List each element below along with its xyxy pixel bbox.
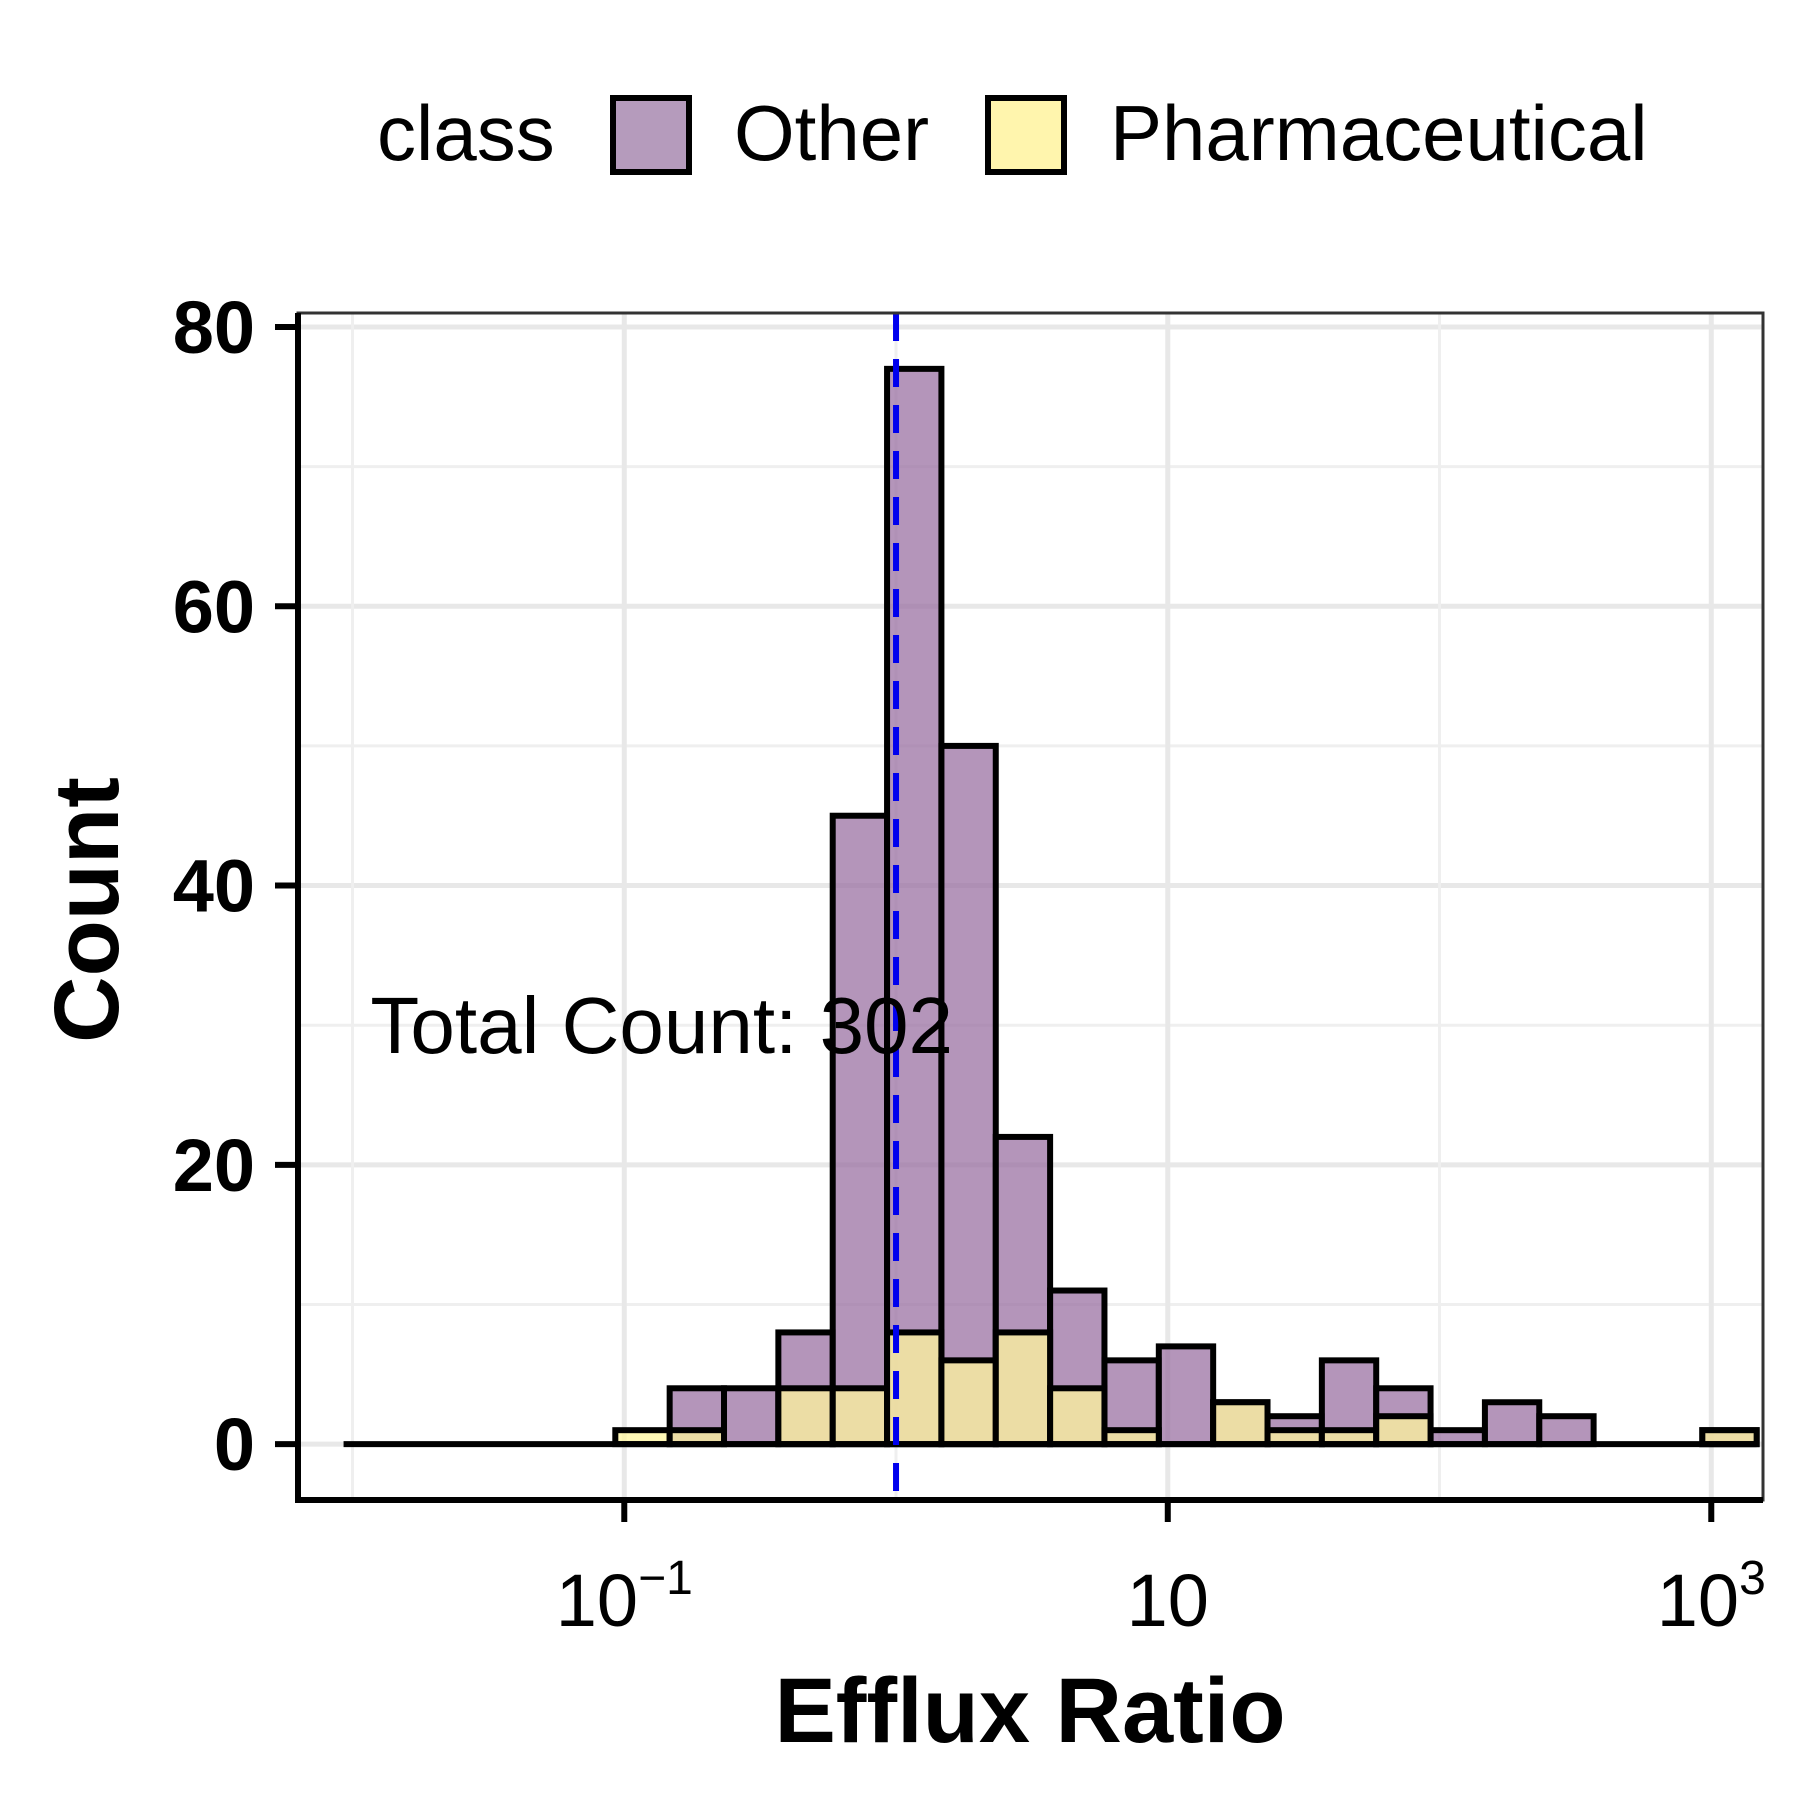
legend-label-pharmaceutical: Pharmaceutical (1110, 89, 1648, 177)
bar-other (829, 812, 891, 1448)
legend-swatch-pharmaceutical (985, 95, 1067, 175)
bar-pharmaceutical (775, 1385, 836, 1448)
bar-other (1536, 1413, 1597, 1448)
series-pharmaceutical-bars (612, 1329, 1760, 1448)
legend-title: class (377, 89, 555, 177)
bar-pharmaceutical (1210, 1399, 1271, 1448)
x-tick-label: 10−1 (556, 1552, 693, 1642)
y-tick-label: 40 (173, 845, 255, 928)
y-axis-ticks: 0 20 40 60 80 (173, 286, 298, 1486)
bar-pharmaceutical (938, 1357, 999, 1448)
bar-pharmaceutical (992, 1329, 1054, 1448)
y-axis-title: Count (36, 777, 138, 1043)
y-tick-label: 80 (173, 286, 255, 369)
y-tick-label: 60 (173, 565, 255, 648)
bar-pharmaceutical (1373, 1413, 1434, 1448)
bar-pharmaceutical (1047, 1385, 1108, 1448)
bar-other (938, 742, 999, 1448)
x-tick-label: 10 (1127, 1559, 1209, 1642)
total-count-annotation: Total Count: 302 (370, 981, 953, 1070)
bar-other (1481, 1399, 1543, 1448)
legend-label-other: Other (734, 89, 929, 177)
bar-other (1155, 1343, 1217, 1448)
bar-other (721, 1385, 782, 1448)
legend-swatch-other (610, 95, 692, 175)
legend: class Other Pharmaceutical (377, 89, 1648, 177)
x-tick-label: 103 (1657, 1552, 1766, 1642)
y-tick-label: 0 (214, 1403, 255, 1486)
bar-pharmaceutical (829, 1385, 891, 1448)
x-axis-title: Efflux Ratio (774, 1660, 1285, 1762)
y-tick-label: 20 (173, 1124, 255, 1207)
grid-lines (298, 313, 1763, 1500)
x-axis-ticks: 10−1 10 103 (556, 1500, 1766, 1642)
